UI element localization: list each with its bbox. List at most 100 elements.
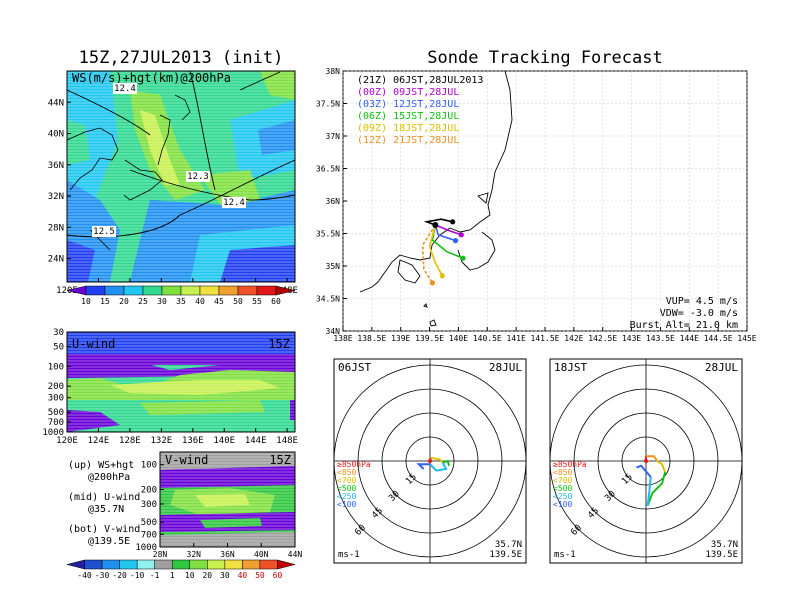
x-tick-label: 40N [254, 550, 269, 559]
colorbar-label: -40 [77, 571, 92, 580]
x-tick-label: 128E [119, 436, 141, 446]
launch-point [432, 222, 439, 229]
track-endpoint [452, 238, 459, 244]
colorbar-swatch [66, 559, 85, 570]
y-tick-label: 35N [326, 262, 341, 271]
x-tick-label: 140E [213, 436, 235, 446]
track-title: Sonde Tracking Forecast [427, 48, 662, 68]
contour-label: 12.5 [93, 227, 115, 237]
colorbar-swatch [104, 285, 125, 296]
hodograph-trace [646, 455, 659, 462]
x-tick-label: 136E [182, 436, 204, 446]
colorbar-label: 10 [185, 571, 195, 580]
x-tick-label: 44N [288, 550, 303, 559]
colorbar-label: 15 [100, 297, 110, 306]
legend-entry: (12Z) 21JST,28JUL [357, 135, 459, 146]
colorbar-label: -10 [130, 571, 145, 580]
key-bot: (bot) V-wind [68, 524, 140, 535]
v-wind-title: V-wind [165, 453, 208, 467]
y-tick-label: 40N [48, 130, 64, 140]
hodograph-units: ms-1 [338, 550, 360, 560]
colorbar-swatch [189, 559, 208, 570]
y-tick-label: 37N [326, 132, 341, 141]
pressure-legend: ≥850hPa [553, 460, 587, 469]
contour-label-bg [186, 171, 210, 182]
contour-label: 12.3 [187, 172, 209, 182]
colorbar-swatch [101, 559, 120, 570]
colorbar-swatch [218, 285, 239, 296]
x-tick-label: 138.5E [357, 334, 386, 343]
colorbar-label: -30 [95, 571, 110, 580]
hodograph-trace [636, 464, 652, 478]
track-panel: Sonde Tracking Forecast 138E 138.5E 139E 13… [316, 48, 757, 343]
panel-key: (up) WS+hgt @200hPa (mid) U-wind @35.7N … [68, 460, 140, 547]
x-tick-label: 124E [88, 436, 110, 446]
x-tick-label: 144E [680, 334, 699, 343]
track-grid: 138E 138.5E 139E 139.5E 140E 140.5E 141E 141.5E… [316, 67, 757, 343]
x-tick-label: 140E [449, 334, 468, 343]
key-mid-level: @35.7N [88, 504, 124, 515]
x-tick-label: 141E [507, 334, 526, 343]
y-tick-label: 24N [48, 255, 64, 265]
y-tick-label: 36.5N [316, 165, 340, 174]
key-up: (up) WS+hgt [68, 460, 134, 471]
v-wind-axes: 28N 32N 36N 40N 44N 100 200 300 500 700 1000 [135, 461, 302, 559]
ws-panel-title: 15Z,27JUL2013 (init) [79, 48, 284, 68]
y-tick-label: 200 [141, 486, 157, 496]
pressure-legend: <850 [337, 468, 356, 477]
y-tick-label: 100 [48, 362, 64, 372]
hodograph-date: 28JUL [705, 361, 738, 374]
colorbar-swatch [142, 285, 163, 296]
x-tick-label: 139.5E [415, 334, 444, 343]
pressure-legend: <700 [553, 476, 572, 485]
y-tick-label: 34.5N [316, 295, 340, 304]
hodograph-trace [416, 463, 430, 470]
y-tick-label: 35.5N [316, 230, 340, 239]
contour-labels: 12.4 12.3 12.4 12.5 [92, 83, 246, 237]
colorbar-swatch [259, 559, 278, 570]
u-wind-title: U-wind [72, 337, 115, 351]
y-tick-label: 44N [48, 98, 64, 108]
colorbar-label: 45 [214, 297, 224, 306]
colorbar-label: -20 [112, 571, 127, 580]
hodograph-lon: 139.5E [705, 550, 738, 560]
contour-label: 12.4 [223, 198, 245, 208]
coastline [359, 71, 513, 327]
legend-entry: (06Z) 15JST,28JUL [357, 111, 459, 122]
y-tick-label: 38N [326, 67, 341, 76]
y-tick-label: 37.5N [316, 100, 340, 109]
hodograph-trace [429, 462, 448, 472]
hodograph-trace [646, 471, 667, 507]
colorbar-label: 1 [170, 571, 175, 580]
ws-panel-subtitle: WS(m/s)+hgt(km)@200hPa [72, 71, 231, 85]
colorbar-swatch [85, 285, 106, 296]
y-tick-label: 100 [141, 461, 157, 471]
key-bot-level: @139.5E [88, 536, 130, 547]
colorbar-label: 55 [252, 297, 262, 306]
track-line [428, 224, 443, 277]
track-endpoint [458, 232, 464, 238]
hodograph-date: 28JUL [489, 361, 522, 374]
surface-point [428, 459, 432, 463]
track-endpoint [429, 280, 436, 286]
y-tick-label: 500 [141, 518, 157, 528]
colorbar-label: 20 [119, 297, 129, 306]
vup-label: VUP= 4.5 m/s [666, 296, 738, 307]
ws-panel: 15Z,27JUL2013 (init) [48, 48, 298, 306]
colorbar-swatch [277, 559, 296, 570]
pressure-legend: <100 [337, 500, 356, 509]
x-tick-label: 145E [737, 334, 756, 343]
x-tick-label: 144.5E [704, 334, 733, 343]
burst-label: Burst Alt= 21.0 km [630, 320, 738, 331]
colorbar-label: 25 [138, 297, 148, 306]
colorbar-label: 10 [81, 297, 91, 306]
legend-entry: (00Z) 09JST,28JUL [357, 87, 459, 98]
y-tick-label: 200 [48, 382, 64, 392]
pressure-legend: ≥850hPa [337, 460, 371, 469]
y-tick-label: 700 [48, 418, 64, 428]
key-mid: (mid) U-wind [68, 492, 140, 503]
u-wind-axes: 120E 124E 128E 132E 136E 140E 144E 148E 30 50 100 2… [42, 328, 298, 446]
colorbar-swatch [242, 559, 261, 570]
